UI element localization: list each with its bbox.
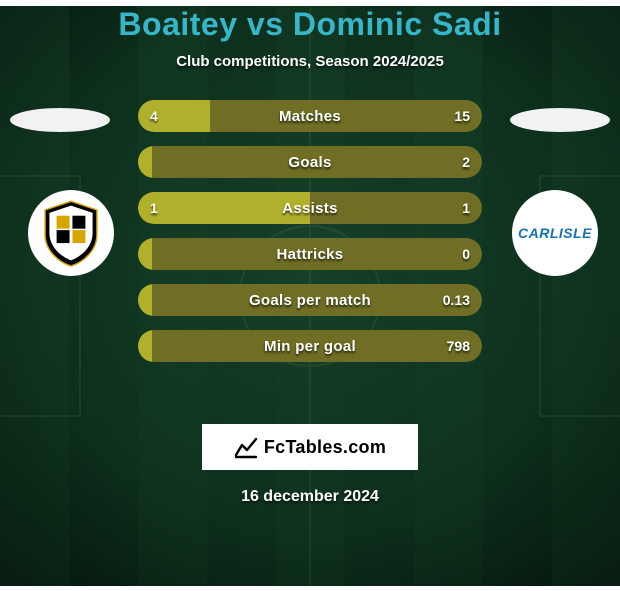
date-stamp: 16 december 2024 xyxy=(0,488,620,506)
stat-row: Assists1 1 xyxy=(138,192,482,224)
bar-label: Hattricks xyxy=(138,238,482,270)
branding-badge: FcTables.com xyxy=(202,424,418,470)
content-root: Boaitey vs Dominic Sadi Club competition… xyxy=(0,6,620,586)
stat-row: Matches4 15 xyxy=(138,100,482,132)
bar-label: Matches xyxy=(138,100,482,132)
bar-label: Goals per match xyxy=(138,284,482,316)
flag-right-placeholder xyxy=(510,108,610,132)
port-vale-crest-icon xyxy=(35,197,107,269)
bar-value-right: 2 xyxy=(462,146,470,178)
bar-value-left: 1 xyxy=(150,192,158,224)
club-badge-left xyxy=(28,190,114,276)
stat-row: Hattricks0 xyxy=(138,238,482,270)
stat-row: Goals2 xyxy=(138,146,482,178)
flag-left-placeholder xyxy=(10,108,110,132)
bar-value-right: 0.13 xyxy=(443,284,470,316)
bar-label: Goals xyxy=(138,146,482,178)
carlisle-wordmark: CARLISLE xyxy=(518,225,592,241)
bar-value-right: 0 xyxy=(462,238,470,270)
subtitle: Club competitions, Season 2024/2025 xyxy=(0,53,620,70)
bar-value-right: 15 xyxy=(454,100,470,132)
stat-row: Min per goal798 xyxy=(138,330,482,362)
page-title: Boaitey vs Dominic Sadi xyxy=(0,6,620,43)
bar-label: Min per goal xyxy=(138,330,482,362)
stat-bars: Matches4 15 Goals2 Assists1 1 Hattricks0 Goals… xyxy=(138,100,482,362)
stat-row: Goals per match0.13 xyxy=(138,284,482,316)
bar-label: Assists xyxy=(138,192,482,224)
chart-line-icon xyxy=(234,435,258,459)
bar-value-right: 1 xyxy=(462,192,470,224)
club-badge-right: CARLISLE xyxy=(512,190,598,276)
branding-text: FcTables.com xyxy=(264,437,386,458)
bar-value-right: 798 xyxy=(447,330,470,362)
bar-value-left: 4 xyxy=(150,100,158,132)
comparison-area: CARLISLE Matches4 15 Goals2 Assists1 1 Hattri… xyxy=(0,100,620,400)
